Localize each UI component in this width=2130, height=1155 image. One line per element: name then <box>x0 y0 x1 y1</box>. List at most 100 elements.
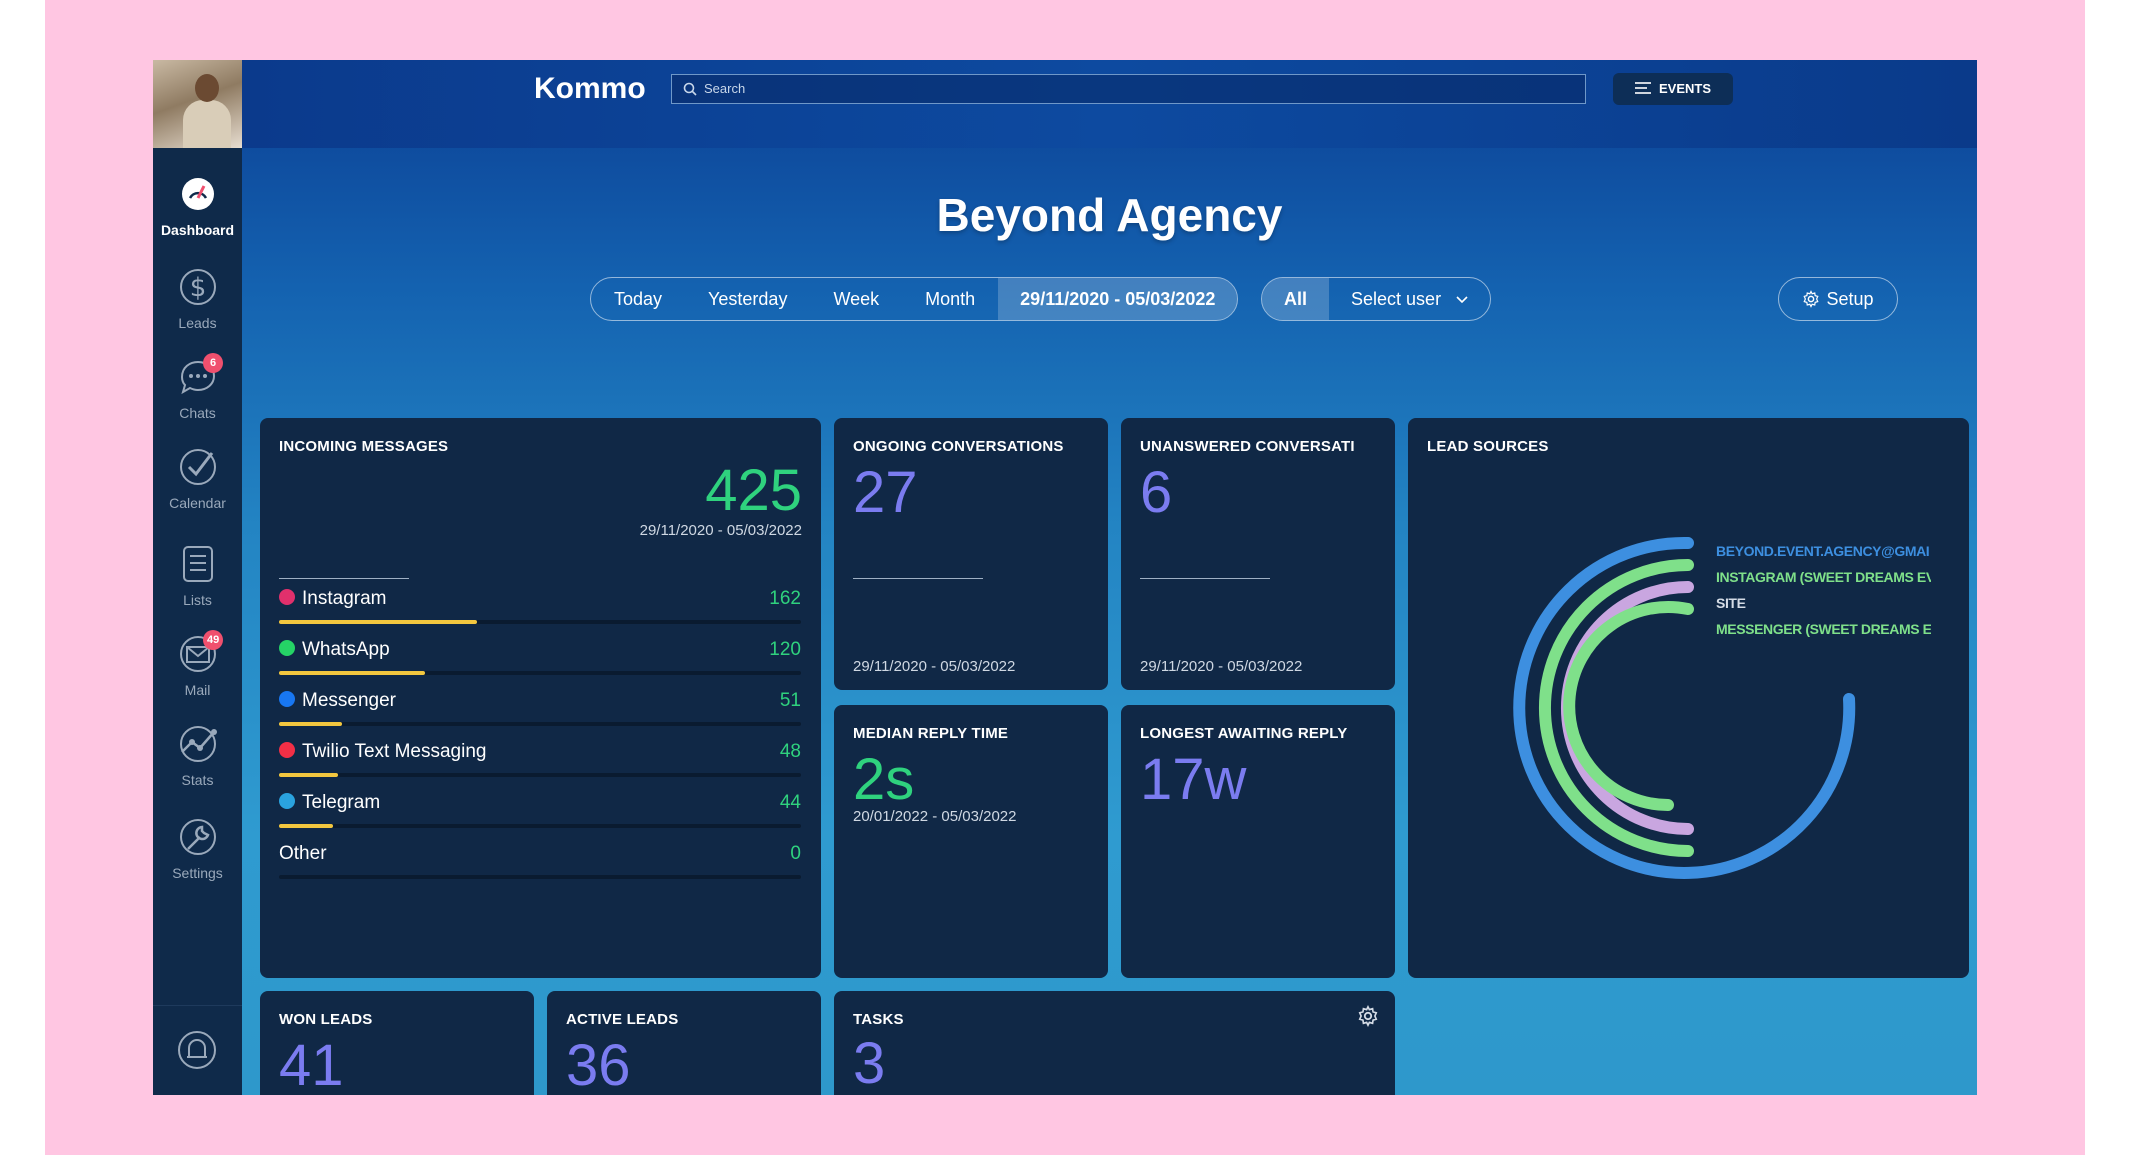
source-row[interactable]: Messenger 51 <box>279 690 801 741</box>
source-name: Twilio Text Messaging <box>279 741 486 763</box>
sidebar-item-chats[interactable]: 6 Chats <box>153 353 242 421</box>
sidebar-item-label: Chats <box>179 405 216 421</box>
filter-month[interactable]: Month <box>925 289 976 309</box>
source-name: Messenger <box>279 690 396 712</box>
source-label: WhatsApp <box>302 639 390 660</box>
source-bar-fill <box>279 773 338 777</box>
filter-yesterday[interactable]: Yesterday <box>708 289 788 309</box>
active-leads-card[interactable]: ACTIVE LEADS 36 <box>547 991 821 1095</box>
card-title: UNANSWERED CONVERSATI <box>1140 438 1355 455</box>
dollar-icon: $ <box>179 269 216 305</box>
kommo-logo[interactable]: Kommo <box>534 72 646 105</box>
source-bar-fill <box>279 722 342 726</box>
instagram-icon <box>279 589 295 606</box>
mail-icon <box>179 636 216 672</box>
longest-awaiting-reply-card[interactable]: LONGEST AWAITING REPLY 17w <box>1121 705 1395 978</box>
source-name: Other <box>279 843 327 865</box>
mail-badge: 49 <box>203 630 224 650</box>
sidebar-item-label: Leads <box>178 315 217 331</box>
notifications[interactable] <box>153 1005 242 1095</box>
chevron-down-icon <box>1456 296 1468 304</box>
settings-icon <box>179 819 216 855</box>
sidebar-item-label: Lists <box>183 592 212 608</box>
won-value: 41 <box>279 1033 344 1095</box>
source-row[interactable]: WhatsApp 120 <box>279 639 801 690</box>
app-window: Dashboard $ Leads 6 Chats Calendar <box>153 60 1977 1095</box>
sidebar-item-stats[interactable]: Stats <box>153 722 242 788</box>
source-bar-fill <box>279 671 426 675</box>
card-title: INCOMING MESSAGES <box>279 438 449 455</box>
lead-sources-card[interactable]: LEAD SOURCES BEYOND.EVENT.AGENCY@GMAI IN… <box>1408 418 1969 978</box>
source-bar-fill <box>279 620 478 624</box>
source-bar-track <box>279 824 801 828</box>
sidebar-item-label: Dashboard <box>160 222 235 238</box>
sidebar-item-dashboard[interactable]: Dashboard <box>153 172 242 238</box>
arc-beyond-event-agency <box>1513 536 1856 879</box>
select-user-label: Select user <box>1351 289 1442 309</box>
unanswered-conversations-card[interactable]: UNANSWERED CONVERSATI 6 29/11/2020 - 05/… <box>1121 418 1395 690</box>
source-count: 44 <box>779 792 801 813</box>
sidebar-item-leads[interactable]: $ Leads <box>153 265 242 331</box>
source-label: Messenger <box>302 690 396 711</box>
source-count: 120 <box>769 639 801 660</box>
filter-all[interactable]: All <box>1262 278 1330 320</box>
source-row[interactable]: Telegram 44 <box>279 792 801 843</box>
user-filter: All Select user <box>1261 277 1492 321</box>
divider <box>853 578 983 579</box>
source-row[interactable]: Twilio Text Messaging 48 <box>279 741 801 792</box>
sidebar: Dashboard $ Leads 6 Chats Calendar <box>153 60 242 1095</box>
source-bar-fill <box>279 824 334 828</box>
incoming-total: 425 <box>705 458 802 523</box>
source-label: Twilio Text Messaging <box>302 741 487 762</box>
legend-item: BEYOND.EVENT.AGENCY@GMAI <box>1716 543 1930 559</box>
card-title: ACTIVE LEADS <box>566 1011 679 1028</box>
sidebar-item-label: Stats <box>181 772 214 788</box>
search-placeholder: Search <box>704 81 746 96</box>
period-filter: Today Yesterday Week Month 29/11/2020 - … <box>590 277 1239 321</box>
source-count: 51 <box>779 690 801 711</box>
ongoing-conversations-card[interactable]: ONGOING CONVERSATIONS 27 29/11/2020 - 05… <box>834 418 1108 690</box>
search-input[interactable]: Search <box>671 74 1586 104</box>
filter-week[interactable]: Week <box>833 289 880 309</box>
events-button[interactable]: EVENTS <box>1613 73 1733 105</box>
source-label: Instagram <box>302 588 387 609</box>
source-count: 0 <box>790 843 801 864</box>
search-icon <box>683 82 697 96</box>
card-title: MEDIAN REPLY TIME <box>853 725 1009 742</box>
source-count: 48 <box>779 741 801 762</box>
sidebar-item-settings[interactable]: Settings <box>153 815 242 881</box>
stats-icon <box>179 726 217 762</box>
longest-value: 17w <box>1140 747 1247 812</box>
setup-button[interactable]: Setup <box>1778 277 1898 321</box>
card-title: WON LEADS <box>279 1011 373 1028</box>
twilio-icon <box>279 742 295 759</box>
svg-text:$: $ <box>189 273 206 303</box>
card-title: TASKS <box>853 1011 904 1028</box>
sidebar-item-calendar[interactable]: Calendar <box>153 445 242 511</box>
won-leads-card[interactable]: WON LEADS 41 <box>260 991 534 1095</box>
avatar[interactable] <box>153 60 242 148</box>
source-name: Instagram <box>279 588 386 610</box>
select-user-dropdown[interactable]: Select user <box>1329 278 1490 320</box>
dashboard-icon <box>181 178 214 210</box>
sidebar-item-lists[interactable]: Lists <box>153 542 242 608</box>
legend-item: SITE <box>1716 595 1746 611</box>
filter-date-range[interactable]: 29/11/2020 - 05/03/2022 <box>998 278 1238 320</box>
source-label: Other <box>279 843 327 864</box>
source-bar-track <box>279 620 801 624</box>
source-row[interactable]: Instagram 162 <box>279 588 801 639</box>
sidebar-item-mail[interactable]: 49 Mail <box>153 630 242 698</box>
source-row[interactable]: Other 0 <box>279 843 801 894</box>
incoming-messages-card[interactable]: INCOMING MESSAGES 425 29/11/2020 - 05/03… <box>260 418 821 978</box>
bell-icon <box>178 1031 216 1069</box>
median-reply-time-card[interactable]: MEDIAN REPLY TIME 2s 20/01/2022 - 05/03/… <box>834 705 1108 978</box>
chat-icon <box>180 360 215 395</box>
source-name: WhatsApp <box>279 639 390 661</box>
tasks-card[interactable]: TASKS 3 <box>834 991 1395 1095</box>
source-count: 162 <box>769 588 801 609</box>
list-icon <box>182 546 213 582</box>
filter-today[interactable]: Today <box>614 289 663 309</box>
gear-icon[interactable] <box>1357 1005 1379 1027</box>
source-bar-track <box>279 875 801 879</box>
source-bar-track <box>279 722 801 726</box>
